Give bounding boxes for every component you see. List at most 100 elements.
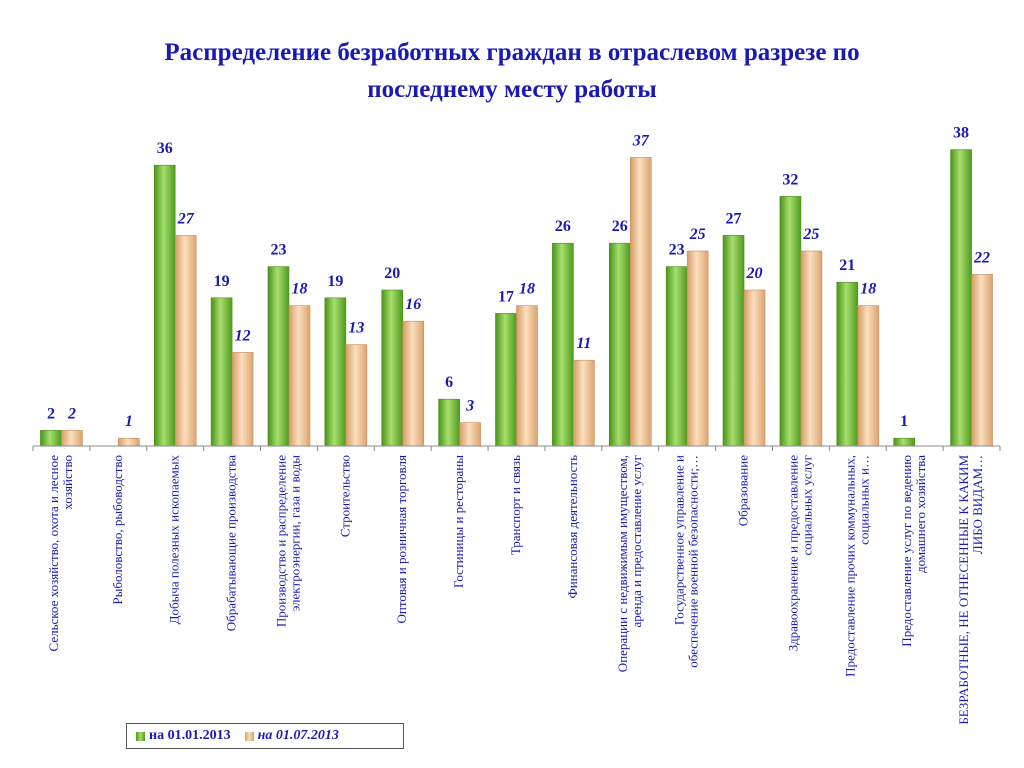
data-label-series-a: 20 [384,265,400,282]
data-label-series-b: 20 [746,265,763,282]
legend-item-series-b: на 01.07.2013 [244,728,339,744]
data-label-series-b: 3 [465,398,474,415]
category-label: Предоставление прочих коммунальных, социа… [842,455,871,677]
data-label-series-b: 22 [973,249,990,266]
category-label-line: Производство и распределение [273,455,288,627]
category-label-line: Предоставление услуг по ведению [899,455,914,647]
category-label-line: Операции с недвижимым имуществом, [615,455,630,672]
category-label-line: обеспечение военной безопасности;… [686,455,701,668]
data-label-series-a: 6 [445,374,453,391]
bar-series-a [495,313,517,447]
data-label-series-a: 2 [47,405,55,422]
bar-series-a [324,297,347,447]
category-label: Предоставление услуг по ведению домашнего… [899,455,928,647]
category-label-line: Финансовая деятельность [565,455,580,599]
category-label-line: БЕЗРАБОТНЫЕ, НЕ ОТНЕСЕННЫЕ К КАКИМ [956,455,971,725]
bar-series-b [231,352,254,447]
category-label-line: социальных и… [856,455,871,545]
data-label-series-b: 11 [576,335,591,352]
bar-series-a [950,149,972,447]
data-label-series-a: 23 [270,242,286,259]
bar-series-a [552,242,574,447]
bar-series-b [686,250,709,447]
data-label-series-b: 12 [235,327,251,344]
data-label-series-a: 26 [612,218,628,235]
bars-layer [40,149,993,447]
category-label-line: Рыболовство, рыбоводство [110,455,125,605]
category-label: Оптовая и розничная торговля [394,455,409,624]
bar-series-a [210,297,233,447]
legend-swatch-series-a [136,731,145,741]
data-label-series-b: 2 [67,405,76,422]
category-label-line: Транспорт и связь [508,455,523,555]
category-label: Рыболовство, рыбоводство [110,455,125,605]
legend-item-series-a: на 01.01.2013 [136,728,231,744]
category-label: Финансовая деятельность [565,455,580,599]
data-label-series-b: 18 [860,281,876,298]
data-label-series-a: 1 [900,413,908,430]
category-label-line: Образование [736,455,751,526]
category-label-line: Гостиницы и рестораны [451,455,466,588]
bar-series-a [893,437,915,447]
category-label: Государственное управление и обеспечение … [672,455,701,668]
data-label-series-b: 16 [405,296,421,313]
data-label-series-a: 36 [157,140,173,157]
category-label: Сельское хозяйство, охота и лесное хозяйс… [46,455,75,652]
category-label: Строительство [337,455,352,537]
data-label-series-a: 38 [953,125,969,142]
legend-label-series-b: на 01.07.2013 [257,728,339,743]
data-label-series-a: 26 [555,218,571,235]
data-label-series-a: 32 [782,171,798,188]
category-label: Производство и распределение электроэнерг… [273,455,302,627]
legend-swatch-series-b [244,731,254,741]
chart-title: Распределение безработных граждан в отра… [164,39,860,103]
bar-series-a [267,266,290,447]
bar-series-b [459,422,481,447]
category-label-line: ЛИБО ВИДАМ… [970,455,985,554]
category-label: Здравоохранение и предоставление социальн… [785,455,814,651]
category-label-line: аренда и предоставление услуг [629,455,644,627]
category-label: Операции с недвижимым имуществом, аренда … [615,455,644,672]
bar-series-a [665,266,688,447]
category-label: Транспорт и связь [508,455,523,555]
bar-series-b [573,359,595,447]
bar-series-b [516,305,538,447]
data-label-series-a: 27 [726,210,742,227]
bar-series-b [743,289,766,447]
category-label-line: Добыча полезных ископаемых [167,455,182,625]
data-label-series-b: 1 [125,413,133,430]
category-label: БЕЗРАБОТНЫЕ, НЕ ОТНЕСЕННЫЕ К КАКИМ ЛИБО В… [956,455,985,725]
data-label-series-a: 21 [839,257,855,274]
bar-series-a [153,164,176,447]
bar-series-b [61,430,83,447]
category-label-line: электроэнергии, газа и воды [287,455,302,612]
category-label-line: Здравоохранение и предоставление [785,455,800,651]
bar-series-a [836,281,859,447]
category-label-line: Обрабатывающие производства [224,455,239,631]
axis-layer [32,445,1001,451]
data-label-series-b: 25 [689,226,706,243]
bar-series-b [174,235,197,447]
category-label: Добыча полезных ископаемых [167,455,182,625]
bar-series-a [608,242,631,447]
data-label-series-a: 17 [498,288,514,305]
bar-series-b [118,437,140,447]
bar-series-a [779,196,802,447]
bar-series-b [857,305,880,447]
data-label-series-b: 37 [632,132,650,149]
data-label-series-a: 19 [327,273,343,290]
bar-series-b [402,320,425,447]
category-label: Обрабатывающие производства [224,455,239,631]
bar-series-a [40,430,62,447]
category-label-line: Государственное управление и [672,455,687,625]
bar-series-a [722,235,745,447]
category-label-line: хозяйство [60,455,75,510]
data-label-series-a: 23 [669,242,685,259]
bar-series-a [381,289,404,447]
bar-series-b [971,274,993,447]
category-label: Образование [736,455,751,526]
bar-series-a [438,398,460,447]
category-label-line: Сельское хозяйство, охота и лесное [46,455,61,652]
category-label-line: социальных услуг [799,455,814,556]
